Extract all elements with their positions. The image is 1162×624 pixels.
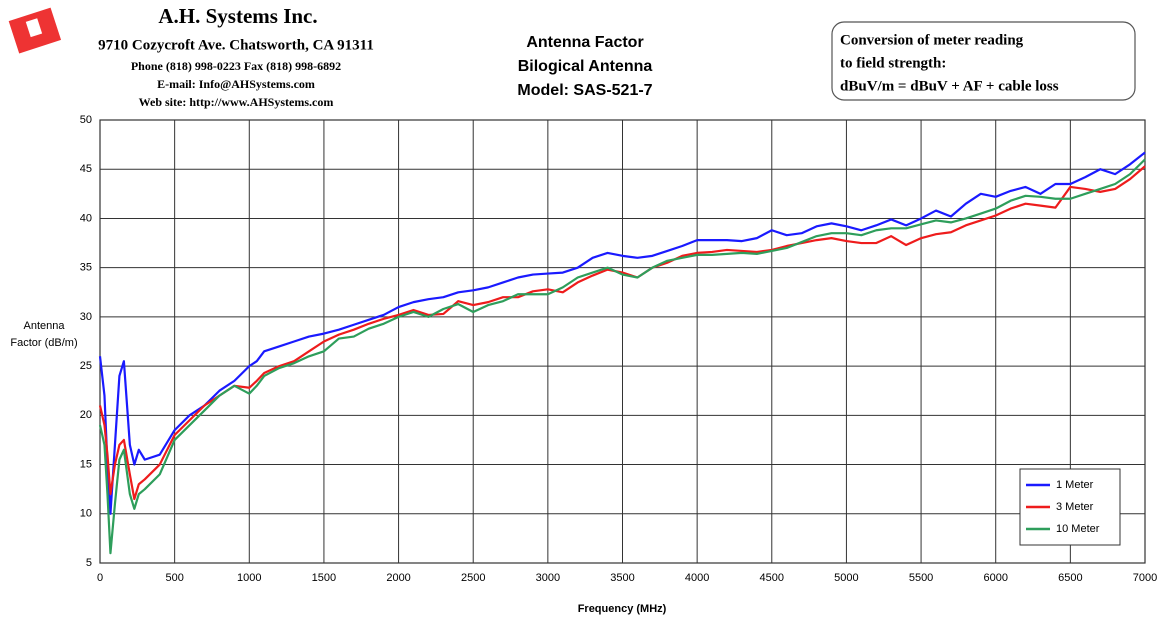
x-axis-label: Frequency (MHz) (578, 603, 667, 615)
x-tick-label: 0 (97, 572, 103, 584)
email: E-mail: Info@AHSystems.com (157, 77, 315, 91)
note: Conversion of meter reading (840, 32, 1024, 48)
y-axis-label: Factor (dB/m) (10, 337, 77, 349)
x-tick-label: 4500 (760, 572, 784, 584)
company: A.H. Systems Inc. (158, 4, 317, 28)
x-tick-label: 3000 (536, 572, 560, 584)
x-tick-label: 4000 (685, 572, 709, 584)
chart-title: Antenna Factor (526, 34, 643, 51)
y-tick-label: 15 (80, 458, 92, 470)
phone: Phone (818) 998-0223 Fax (818) 998-6892 (131, 59, 341, 73)
logo-mark (25, 18, 43, 38)
y-tick-label: 40 (80, 212, 92, 224)
x-tick-label: 5500 (909, 572, 933, 584)
plot-border (99, 119, 1146, 564)
x-tick-label: 1500 (312, 572, 336, 584)
logo (8, 7, 62, 54)
x-tick-label: 7000 (1133, 572, 1157, 584)
y-tick-label: 45 (80, 163, 92, 175)
chart-title: Bilogical Antenna (518, 58, 653, 75)
y-tick-label: 35 (80, 262, 92, 274)
y-tick-label: 30 (80, 311, 92, 323)
legend-label: 1 Meter (1056, 479, 1094, 491)
y-tick-label: 10 (80, 508, 92, 520)
x-tick-label: 6500 (1058, 572, 1082, 584)
series-line (98, 151, 1146, 515)
x-tick-label: 3500 (610, 572, 634, 584)
x-tick-label: 6000 (983, 572, 1007, 584)
x-tick-label: 1000 (237, 572, 261, 584)
series-line (98, 158, 1146, 555)
legend-label: 3 Meter (1056, 501, 1094, 513)
x-tick-label: 2500 (461, 572, 485, 584)
x-tick-label: 2000 (386, 572, 410, 584)
x-tick-label: 5000 (834, 572, 858, 584)
y-tick-label: 25 (80, 360, 92, 372)
y-tick-label: 5 (86, 557, 92, 569)
y-tick-label: 20 (80, 409, 92, 421)
series-line (98, 165, 1146, 501)
x-tick-label: 500 (165, 572, 183, 584)
address: 9710 Cozycroft Ave. Chatsworth, CA 91311 (98, 37, 374, 53)
note: dBuV/m = dBuV + AF + cable loss (840, 78, 1059, 94)
y-axis-label: Antenna (24, 320, 66, 332)
note: to field strength: (840, 55, 946, 71)
chart-title: Model: SAS-521-7 (517, 82, 652, 99)
y-tick-label: 50 (80, 114, 92, 126)
website: Web site: http://www.AHSystems.com (139, 95, 334, 109)
legend-label: 10 Meter (1056, 523, 1100, 535)
note-box (831, 21, 1136, 101)
